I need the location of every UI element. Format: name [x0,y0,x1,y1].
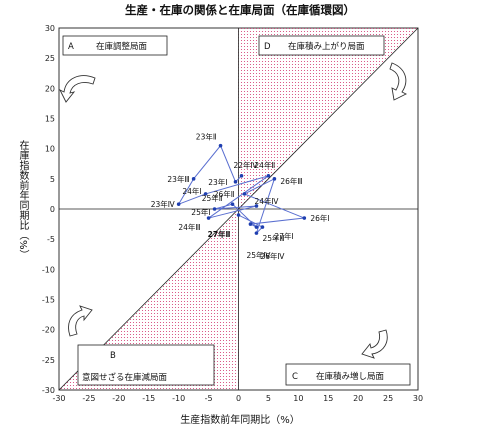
chart-title: 生産・在庫の関係と在庫局面（在庫循環図） [125,3,355,17]
data-point [254,231,259,235]
series-points [176,143,307,235]
data-point [236,213,241,217]
data-point [266,174,271,178]
y-tick-label: -15 [42,296,55,305]
cycle-arrow-icon [68,305,93,337]
point-label: 24年Ⅲ [178,222,200,232]
region-c-box: C 在庫積み増し局面 [285,363,411,386]
x-tick-label: 30 [413,394,423,403]
region-b-letter: B [110,351,116,361]
data-point [254,204,259,208]
y-tick-label: -30 [42,386,55,395]
data-point [233,180,238,184]
point-label: 26年Ⅳ [260,251,284,261]
x-tick-label: 10 [293,394,303,403]
point-label: 25年Ⅰ [191,207,210,217]
data-point [254,225,259,229]
tick-labels: -30 -25 -20 -15 -10 -5 0 5 10 15 20 25 30 -30 -25 -20 -1… [42,24,423,403]
point-label: 23年Ⅳ [151,199,175,209]
data-point [260,225,265,229]
x-tick-label: -20 [112,394,125,403]
point-label: 24年Ⅰ [182,186,201,196]
data-point [212,207,217,211]
data-point [242,192,247,196]
x-tick-label: 0 [236,394,241,403]
x-tick-label: -25 [82,394,95,403]
point-label: 27年Ⅱ [208,229,231,239]
point-label: 25年Ⅲ [262,233,284,243]
y-tick-label: 20 [45,84,55,93]
data-point [176,202,181,206]
y-tick-label: 10 [45,145,55,154]
data-point [218,143,223,148]
point-label: 23年Ⅰ [208,177,227,187]
point-labels: 22年Ⅳ 23年Ⅰ 23年Ⅱ 23年Ⅲ 23年Ⅳ 24年Ⅰ 24年Ⅱ 24年Ⅲ 24年Ⅳ 25年Ⅰ… [151,132,330,261]
point-label: 22年Ⅳ [233,160,257,170]
x-tick-label: -5 [205,394,213,403]
y-tick-label: -5 [47,235,55,244]
y-tick-label: 0 [50,205,55,214]
region-b-box: B 意図せざる在庫減局面 [77,344,215,386]
y-tick-label: 15 [45,115,55,124]
y-tick-label: 25 [45,54,55,63]
point-label: 24年Ⅳ [254,196,278,206]
y-axis-label: 在庫指数前年同期比（%） [17,140,28,260]
x-tick-label: 25 [383,394,393,403]
point-label: 27年Ⅰ [274,231,293,241]
data-point [203,192,208,196]
x-tick-label: -15 [142,394,155,403]
x-tick-label: -30 [52,394,65,403]
region-b-label: 意図せざる在庫減局面 [82,372,168,383]
data-point [206,216,211,220]
cycle-arrow-icon [361,329,388,359]
region-c-label: 在庫積み増し局面 [316,371,385,382]
point-label: 25年Ⅱ [202,193,223,203]
region-a-letter: A [68,42,74,52]
data-point [191,177,196,181]
data-point [248,222,253,226]
cycle-arrow-icon [58,75,96,103]
data-point [239,174,244,178]
region-d-label: 在庫積み上がり局面 [288,41,365,52]
cycle-arrow-icon [389,62,408,101]
point-label: 24年Ⅱ [254,160,275,170]
point-label: 26年Ⅲ [280,176,302,186]
point-label: 23年Ⅲ [167,174,189,184]
region-d-box: D 在庫積み上がり局面 [258,35,385,56]
point-label: 26年Ⅱ [214,189,235,199]
region-a-label: 在庫調整局面 [96,41,148,52]
x-tick-label: 20 [353,394,363,403]
region-a-box: A 在庫調整局面 [62,35,168,56]
y-tick-label: -20 [42,326,55,335]
y-tick-label: -10 [42,265,55,274]
point-label: 23年Ⅱ [196,132,217,142]
x-tick-label: 15 [323,394,333,403]
x-tick-label: 5 [266,394,271,403]
x-tick-label: -10 [172,394,185,403]
point-label: 26年Ⅰ [310,213,329,223]
region-d-letter: D [264,42,271,52]
y-tick-label: -25 [42,356,55,365]
data-point [272,177,277,181]
region-c-letter: C [292,372,298,382]
data-point [302,216,307,220]
y-tick-label: 30 [45,24,55,33]
point-label: 25年Ⅳ [246,250,270,260]
x-axis-label: 生産指数前年同期比（%） [180,413,300,426]
data-point [230,202,235,206]
y-tick-label: 5 [50,175,55,184]
